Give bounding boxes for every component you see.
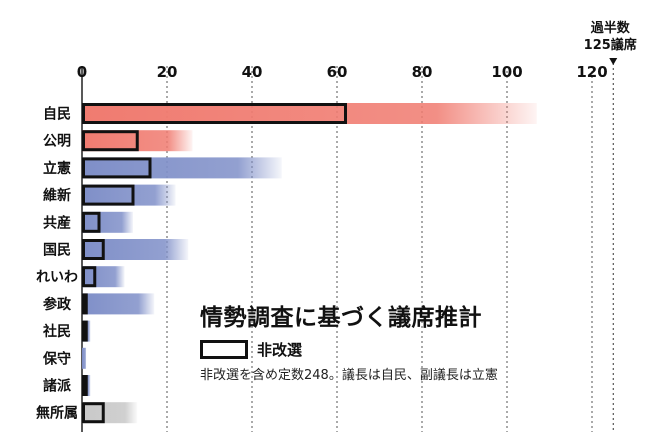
- category-label-8: 社民: [42, 323, 71, 340]
- legend: 非改選: [200, 339, 640, 359]
- non-contested-box-7: [82, 293, 88, 315]
- estimate-bar-6: [82, 266, 125, 288]
- x-axis-ticks: 0 20 40 60 80 100 120: [77, 63, 608, 81]
- x-tick-label-40: 40: [242, 63, 263, 81]
- chart-note: 非改選を含め定数248。議長は自民、副議長は立憲: [200, 368, 498, 383]
- estimate-bars: [82, 103, 537, 424]
- category-label-6: れいわ: [36, 270, 78, 286]
- estimate-bar-0: [82, 103, 537, 124]
- estimate-bar-5: [82, 239, 189, 260]
- x-tick-label-100: 100: [491, 63, 522, 81]
- legend-swatch-non-contested: [200, 339, 248, 359]
- non-contested-boxes: [82, 103, 347, 424]
- estimate-bar-9: [82, 347, 87, 369]
- category-label-4: 共産: [43, 214, 71, 231]
- estimate-bar-2: [82, 157, 282, 179]
- non-contested-box-11: [82, 402, 105, 424]
- estimate-bar-7: [82, 293, 155, 315]
- x-tick-label-120: 120: [576, 63, 607, 81]
- category-label-5: 国民: [43, 243, 71, 259]
- non-contested-box-6: [82, 266, 97, 288]
- estimate-bar-3: [82, 184, 176, 206]
- non-contested-box-3: [82, 184, 135, 206]
- non-contested-box-10: [82, 375, 88, 396]
- estimate-bar-11: [82, 402, 138, 424]
- legend-label-non-contested: 非改選: [257, 340, 303, 359]
- threshold-marker: [609, 58, 618, 65]
- category-label-0: 自民: [43, 106, 71, 123]
- category-label-3: 維新: [43, 187, 71, 204]
- estimate-bar-4: [82, 211, 133, 233]
- x-tick-label-80: 80: [412, 63, 433, 81]
- non-contested-box-0: [82, 103, 347, 124]
- category-label-2: 立憲: [43, 160, 71, 177]
- threshold-label-line2: 125議席: [584, 37, 637, 53]
- non-contested-box-4: [82, 211, 101, 233]
- category-label-1: 公明: [43, 134, 71, 150]
- category-label-9: 保守: [42, 350, 71, 367]
- x-tick-label-60: 60: [327, 63, 348, 81]
- non-contested-box-2: [82, 157, 152, 179]
- non-contested-box-5: [82, 239, 105, 260]
- chart-title: 情勢調査に基づく議席推計: [200, 305, 482, 331]
- category-label-11: 無所属: [36, 405, 78, 422]
- title-block: 情勢調査に基づく議席推計 非改選 非改選を含め定数248。議長は自民、副議長は立…: [200, 304, 640, 383]
- x-tick-label-20: 20: [157, 63, 178, 81]
- threshold-label-line1: 過半数: [590, 20, 631, 36]
- x-tick-label-0: 0: [77, 63, 87, 81]
- non-contested-box-1: [82, 130, 139, 152]
- category-label-10: 諸派: [43, 378, 72, 395]
- non-contested-box-8: [82, 320, 88, 342]
- category-label-7: 参政: [43, 296, 72, 313]
